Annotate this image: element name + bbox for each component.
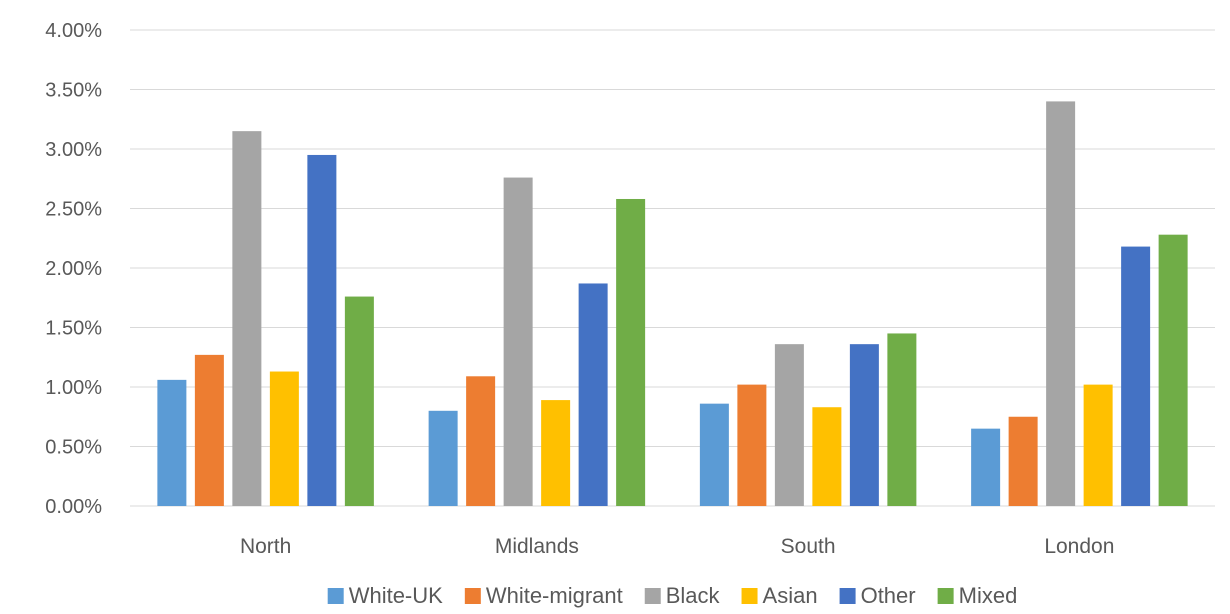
bar-black-north (232, 131, 262, 506)
bar-mixed-london (1158, 234, 1188, 506)
bar-white-migrant-south (737, 384, 767, 506)
bar-other-north (307, 154, 337, 506)
y-tick-label: 4.00% (45, 20, 102, 42)
legend-swatch (464, 588, 481, 604)
bar-other-london (1121, 246, 1151, 506)
y-tick-label: 0.00% (45, 496, 102, 518)
bar-black-south (774, 344, 804, 506)
legend-item-mixed: Mixed (937, 583, 1018, 608)
x-axis-category-labels: North Midlands South London (240, 535, 1114, 558)
legend-item-white-uk: White-UK (327, 583, 443, 608)
x-category-label: Midlands (495, 535, 579, 558)
y-axis-tick-labels: 0.00% 0.50% 1.00% 1.50% 2.00% 2.50% 3.00% 3.50%… (45, 20, 102, 518)
bar-asian-london (1083, 384, 1113, 506)
legend: White-UK White-migrant Black Asian Other Mixe… (327, 583, 1018, 608)
legend-label: Mixed (959, 583, 1018, 608)
x-category-label: South (781, 535, 836, 558)
bar-other-south (849, 344, 879, 506)
bar-black-london (1046, 101, 1076, 507)
bar-white-migrant-midlands (466, 376, 496, 506)
legend-swatch (644, 588, 661, 604)
y-tick-label: 2.50% (45, 199, 102, 221)
bar-mixed-midlands (616, 198, 646, 507)
legend-label: White-migrant (486, 583, 623, 608)
legend-swatch (741, 588, 758, 604)
legend-label: Asian (763, 583, 818, 608)
bar-asian-midlands (541, 400, 571, 506)
bar-white-uk-london (971, 428, 1001, 506)
bars (157, 101, 1188, 507)
y-tick-label: 3.00% (45, 139, 102, 161)
bar-white-uk-north (157, 379, 187, 506)
x-category-label: North (240, 535, 291, 558)
legend-item-asian: Asian (741, 583, 818, 608)
bar-asian-north (269, 371, 299, 506)
legend-label: Other (861, 583, 916, 608)
legend-swatch (937, 588, 954, 604)
legend-item-white-migrant: White-migrant (464, 583, 623, 608)
bar-mixed-south (887, 333, 917, 506)
legend-item-other: Other (839, 583, 916, 608)
bar-white-uk-south (699, 403, 729, 506)
bar-other-midlands (578, 283, 608, 506)
bar-black-midlands (503, 177, 533, 506)
bar-white-migrant-london (1008, 416, 1038, 506)
y-tick-label: 2.00% (45, 258, 102, 280)
legend-label: White-UK (349, 583, 443, 608)
bar-white-migrant-north (194, 354, 224, 506)
y-tick-label: 1.00% (45, 377, 102, 399)
bar-mixed-north (344, 296, 374, 506)
y-tick-label: 0.50% (45, 437, 102, 459)
x-category-label: London (1044, 535, 1114, 558)
y-tick-label: 3.50% (45, 80, 102, 102)
bar-white-uk-midlands (428, 410, 458, 506)
legend-label: Black (666, 583, 721, 608)
y-tick-label: 1.50% (45, 318, 102, 340)
legend-item-black: Black (644, 583, 721, 608)
bar-asian-south (812, 407, 842, 506)
legend-swatch (327, 588, 344, 604)
legend-swatch (839, 588, 856, 604)
